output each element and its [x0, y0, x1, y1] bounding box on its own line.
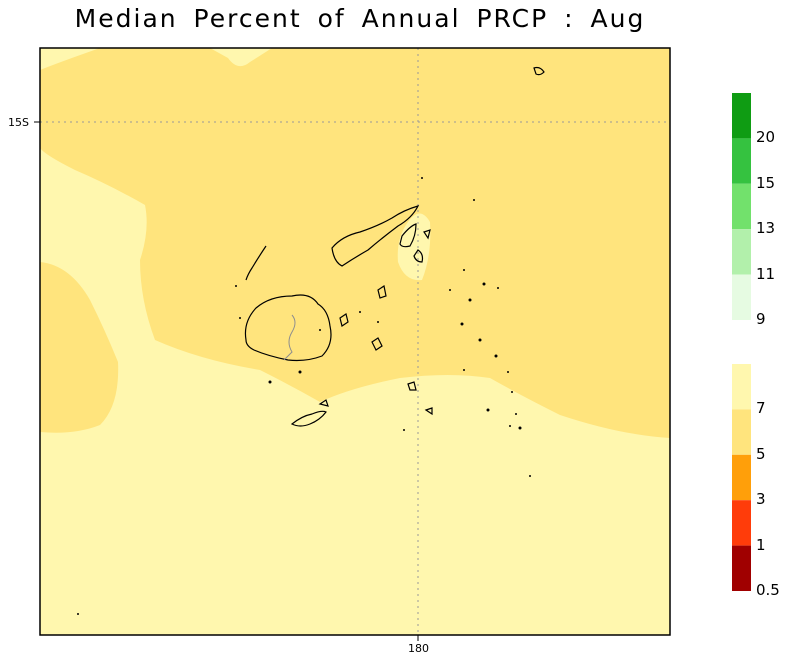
legend-upper-colorbar — [732, 93, 751, 320]
legend-swatch — [732, 545, 751, 591]
island-taveuni — [399, 223, 417, 248]
map-plot-area — [40, 48, 670, 635]
islet — [403, 429, 405, 431]
island-viti-levu — [244, 294, 332, 362]
island-kadavu — [290, 410, 327, 427]
islet — [239, 317, 241, 319]
island-vanua-levu — [331, 205, 420, 267]
island-rabi — [423, 229, 431, 240]
legend-label: 5 — [756, 444, 766, 463]
islet — [478, 338, 482, 342]
islet — [377, 321, 379, 323]
islet — [77, 613, 79, 615]
legend-lower-colorbar — [732, 364, 751, 591]
islet — [473, 199, 475, 201]
viti-levu-divide — [283, 314, 296, 361]
legend-label: 13 — [756, 219, 776, 238]
legend-swatch — [732, 454, 751, 501]
islet — [463, 269, 465, 271]
legend-swatch — [732, 229, 751, 275]
map-title: Median Percent of Annual PRCP : Aug — [74, 4, 646, 33]
islet — [518, 426, 522, 430]
legend-label: 11 — [756, 264, 776, 283]
islet — [235, 285, 237, 287]
map-frame — [39, 47, 671, 636]
legend-label: 0.5 — [756, 581, 780, 599]
legend-label: 3 — [756, 490, 766, 509]
islet — [497, 287, 499, 289]
islet — [515, 413, 517, 415]
legend-label: 1 — [756, 535, 766, 554]
legend-swatch — [732, 93, 751, 139]
islet — [449, 289, 451, 291]
island-ono — [318, 399, 329, 407]
coastlines — [244, 66, 545, 427]
legend-label: 15 — [756, 173, 776, 192]
contour-mid-lobe-left — [40, 262, 119, 433]
islet — [486, 408, 490, 412]
lat-tick-label: 15S — [8, 116, 29, 129]
islet — [463, 369, 465, 371]
islet — [507, 371, 509, 373]
contour-light-patch — [397, 213, 431, 281]
island-yasawa — [245, 245, 267, 281]
island-ovalau — [339, 313, 349, 327]
legend-swatch — [732, 364, 751, 410]
legend-swatch — [732, 183, 751, 230]
legend-swatch — [732, 138, 751, 184]
islet — [482, 282, 486, 286]
island-koro — [377, 285, 387, 299]
legend-swatch — [732, 409, 751, 455]
islet — [298, 370, 302, 374]
legend-label: 20 — [756, 128, 776, 147]
islet — [529, 475, 531, 477]
legend-swatch — [732, 274, 751, 320]
island-rotuma-far — [533, 66, 545, 76]
islet — [268, 380, 272, 384]
lon-tick-label: 180 — [408, 642, 429, 655]
islet — [494, 354, 498, 358]
islet — [319, 329, 321, 331]
island-moala — [424, 407, 433, 416]
legend-swatch — [732, 500, 751, 546]
legend-label: 7 — [756, 399, 766, 418]
island-qamea — [413, 249, 424, 263]
islet — [421, 177, 423, 179]
islet — [509, 425, 511, 427]
islet — [359, 311, 361, 313]
contour-mid-region — [40, 48, 670, 438]
legend-label: 9 — [756, 310, 766, 328]
islet — [511, 391, 513, 393]
small-islets — [77, 177, 531, 615]
island-gau — [371, 337, 383, 351]
islet — [460, 322, 464, 326]
island-lakeba — [407, 381, 417, 391]
islet — [468, 298, 472, 302]
